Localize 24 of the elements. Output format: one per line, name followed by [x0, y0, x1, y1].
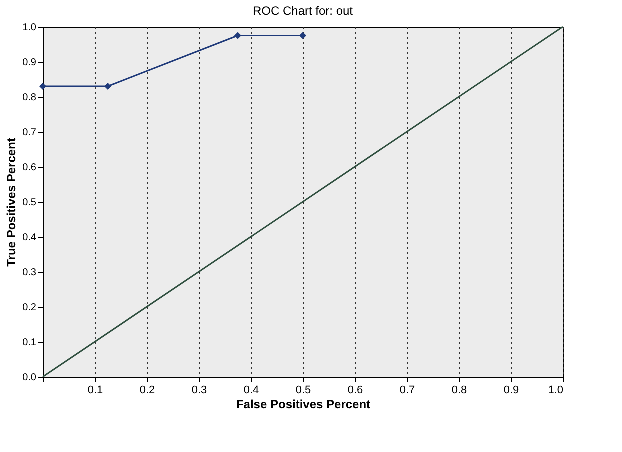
y-tick-label: 0.2 [22, 302, 37, 314]
y-tick-label: 0.3 [22, 268, 37, 278]
y-axis-title: True Positives Percent [4, 138, 19, 267]
y-tick-label: 0.1 [22, 338, 37, 348]
x-tick-label: 0.7 [400, 384, 416, 396]
y-tick-label: 1.0 [22, 22, 37, 34]
y-tick-label: 0.7 [22, 128, 37, 138]
y-tick-label: 0.8 [22, 92, 37, 104]
x-axis-title: False Positives Percent [236, 398, 371, 412]
y-tick-label: 0.0 [22, 372, 37, 384]
y-tick-label: 0.5 [22, 198, 37, 208]
x-tick-label: 0.8 [452, 384, 468, 396]
x-tick-label: 0.6 [348, 384, 364, 396]
y-tick-label: 0.4 [22, 232, 37, 244]
x-tick-label: 1.0 [548, 384, 564, 396]
x-tick-label: 0.4 [244, 384, 260, 396]
x-tick-label: 0.5 [296, 384, 312, 396]
y-tick-label: 0.6 [22, 162, 37, 174]
chart-title: ROC Chart for: out [252, 4, 354, 18]
x-tick-label: 0.3 [192, 384, 208, 396]
x-tick-label: 0.9 [504, 384, 520, 396]
y-tick-label: 0.9 [22, 58, 37, 68]
x-tick-label: 0.2 [140, 384, 156, 396]
x-tick-label: 0.1 [88, 384, 104, 396]
